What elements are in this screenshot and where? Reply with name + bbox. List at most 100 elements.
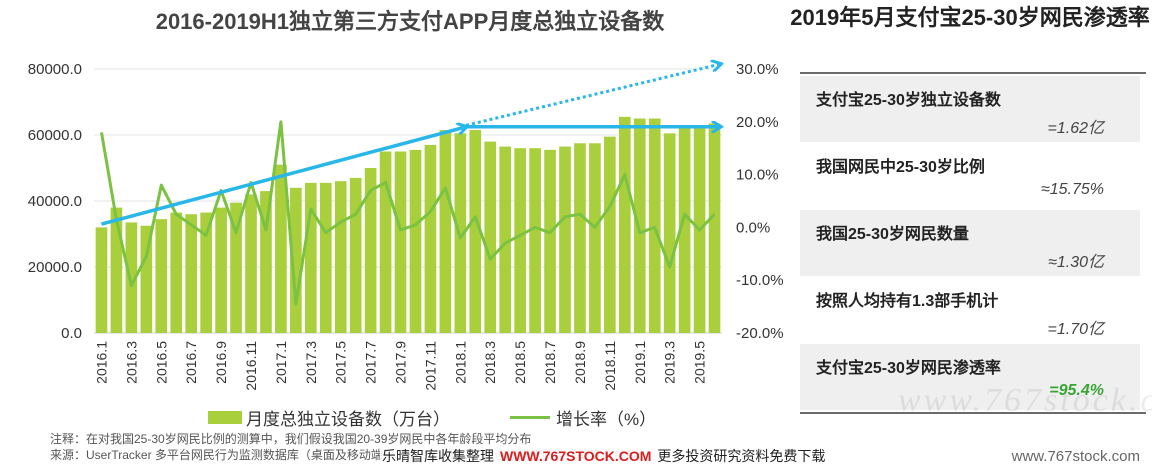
x-axis-tick-label: 2018.7 bbox=[542, 341, 558, 384]
bar bbox=[484, 141, 497, 333]
banner-suffix: 更多投资研究资料免费下载 bbox=[657, 448, 826, 464]
side-item-value: ≈15.75% bbox=[1040, 181, 1104, 198]
bar bbox=[544, 149, 556, 333]
x-axis-tick-label: 2016.7 bbox=[183, 341, 199, 384]
growth-rate-line bbox=[100, 120, 716, 306]
right-axis-tick-label: 30.0% bbox=[736, 61, 779, 78]
watermark-large: www.767stock.co bbox=[898, 382, 1152, 419]
x-axis-tick-label: 2019.3 bbox=[662, 341, 678, 384]
left-axis-tick-label: 0.0 bbox=[61, 325, 82, 342]
bar bbox=[140, 225, 153, 333]
trend-arrow-dotted bbox=[459, 64, 720, 129]
bar bbox=[364, 168, 377, 333]
bar bbox=[618, 116, 631, 333]
right-axis-tick-label: -20.0% bbox=[736, 325, 784, 342]
bar bbox=[424, 144, 437, 333]
x-axis-tick-label: 2016.1 bbox=[93, 341, 109, 384]
note-text: 注释：在对我国25-30岁网民比例的测算中，我们假设我国20-39岁网民中各年龄… bbox=[50, 432, 532, 446]
side-item-phones: 按照人均持有1.3部手机计 =1.70亿 bbox=[800, 277, 1140, 343]
trend-arrow bbox=[101, 127, 466, 226]
side-item-label: 支付宝25-30岁独立设备数 bbox=[816, 92, 1001, 109]
x-axis-tick-label: 2018.1 bbox=[452, 341, 468, 384]
x-axis-tick-label: 2017.9 bbox=[393, 341, 409, 384]
bar bbox=[95, 227, 108, 333]
x-axis-tick-label: 2017.3 bbox=[303, 341, 319, 384]
x-axis-tick-label: 2016.11 bbox=[243, 341, 259, 391]
bar bbox=[678, 128, 691, 333]
bar bbox=[260, 191, 272, 333]
x-axis-tick-label: 2017.7 bbox=[363, 341, 379, 384]
watermark-url: www.767stock.com bbox=[1011, 448, 1140, 465]
left-axis-tick-label: 20000.0 bbox=[28, 259, 82, 276]
x-axis-tick-label: 2017.5 bbox=[333, 341, 349, 384]
bar bbox=[439, 130, 452, 333]
x-axis-tick-label: 2016.5 bbox=[153, 341, 169, 384]
side-item-label: 支付宝25-30岁网民渗透率 bbox=[816, 360, 1001, 377]
legend-swatch-bar bbox=[208, 410, 242, 424]
side-item-age-share: 我国网民中25-30岁比例 ≈15.75% bbox=[800, 143, 1140, 209]
side-panel-top-rule bbox=[800, 72, 1146, 74]
right-axis-tick-label: 10.0% bbox=[736, 167, 779, 184]
chart-legend: 月度总独立设备数（万台） 增长率（%） bbox=[208, 405, 716, 430]
side-panel-bottom-rule bbox=[800, 412, 1146, 414]
x-axis-tick-label: 2017.11 bbox=[422, 341, 438, 391]
bar bbox=[379, 151, 392, 333]
bar bbox=[633, 118, 646, 333]
x-axis-tick-label: 2017.1 bbox=[273, 341, 289, 384]
side-panel-title: 2019年5月支付宝25-30岁网民渗透率 bbox=[790, 5, 1150, 30]
side-item-value-highlight: =95.4% bbox=[1049, 382, 1104, 399]
bar bbox=[155, 219, 168, 333]
x-axis-tick-label: 2016.3 bbox=[123, 341, 139, 384]
bar bbox=[185, 214, 198, 333]
left-axis-tick-label: 60000.0 bbox=[28, 127, 82, 144]
side-item-value: =1.70亿 bbox=[1047, 321, 1105, 338]
bar bbox=[110, 207, 123, 333]
left-axis-tick-label: 80000.0 bbox=[28, 61, 82, 78]
download-banner: 乐晴智库收集整理 WWW.767STOCK.COM 更多投资研究资料免费下载 bbox=[380, 446, 828, 466]
side-item-label: 我国25-30岁网民数量 bbox=[816, 226, 969, 243]
x-axis-tick-label: 2018.9 bbox=[572, 341, 588, 384]
bar bbox=[275, 164, 287, 333]
bar bbox=[394, 151, 407, 333]
bar bbox=[708, 123, 721, 333]
bar bbox=[230, 202, 242, 333]
side-item-penetration: 支付宝25-30岁网民渗透率 =95.4% bbox=[800, 344, 1140, 410]
legend-label-devices: 月度总独立设备数（万台） bbox=[246, 409, 450, 429]
bar bbox=[125, 222, 138, 333]
legend-item-growth: 增长率（%） bbox=[510, 405, 656, 430]
bar bbox=[290, 187, 302, 333]
legend-label-growth: 增长率（%） bbox=[556, 409, 657, 429]
x-axis-tick-label: 2018.11 bbox=[602, 341, 618, 391]
bar bbox=[170, 212, 183, 333]
chart-plot: 0.0 20000.0 40000.0 60000.0 80000.0 -20.0% -1… bbox=[28, 0, 784, 391]
right-axis-tick-label: 0.0% bbox=[736, 219, 770, 236]
side-item-value: =1.62亿 bbox=[1047, 120, 1105, 137]
bar bbox=[469, 130, 482, 333]
side-item-value: ≈1.30亿 bbox=[1048, 254, 1104, 271]
bar bbox=[529, 148, 541, 333]
bar bbox=[559, 146, 571, 333]
legend-swatch-line bbox=[510, 415, 550, 419]
bar bbox=[245, 194, 257, 333]
banner-site-link[interactable]: WWW.767STOCK.COM bbox=[500, 448, 652, 464]
bar bbox=[349, 177, 362, 333]
bar bbox=[409, 149, 422, 333]
bar bbox=[215, 207, 227, 333]
side-item-label: 我国网民中25-30岁比例 bbox=[816, 159, 985, 176]
x-axis-tick-label: 2018.3 bbox=[482, 341, 498, 384]
bar bbox=[304, 182, 317, 333]
banner-prefix: 乐晴智库收集整理 bbox=[382, 448, 494, 464]
bar bbox=[589, 143, 601, 333]
x-axis-tick-label: 2016.9 bbox=[213, 341, 229, 384]
legend-item-devices: 月度总独立设备数（万台） bbox=[208, 405, 450, 430]
bar bbox=[499, 146, 512, 333]
x-axis-tick-label: 2018.5 bbox=[512, 341, 528, 384]
x-axis-tick-label: 2019.1 bbox=[632, 341, 648, 384]
right-axis-tick-label: -10.0% bbox=[736, 272, 784, 289]
bar bbox=[648, 118, 661, 333]
bar bbox=[319, 182, 332, 333]
side-item-label: 按照人均持有1.3部手机计 bbox=[816, 293, 999, 310]
right-axis-tick-label: 20.0% bbox=[736, 114, 779, 131]
bar bbox=[663, 133, 676, 333]
bar bbox=[604, 136, 616, 333]
